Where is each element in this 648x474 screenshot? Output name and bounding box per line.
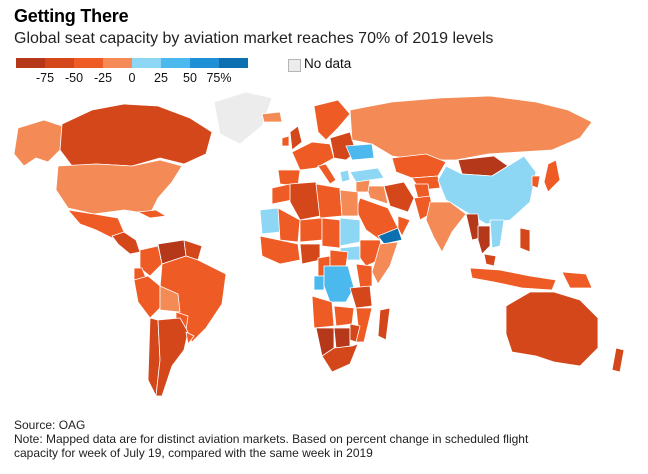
- region-nigeria: [299, 243, 321, 265]
- region-cuba: [137, 209, 167, 219]
- region-sudan: [339, 217, 361, 247]
- region-new-zealand: [611, 347, 625, 373]
- region-alaska: [13, 119, 63, 167]
- region-colombia: [139, 245, 163, 277]
- region-australia: [505, 291, 599, 367]
- region-united-kingdom: [289, 125, 303, 151]
- legend-swatch-1: [45, 58, 74, 68]
- region-zambia: [333, 305, 355, 327]
- region-egypt: [339, 189, 359, 217]
- legend-swatch-3: [103, 58, 132, 68]
- footnote-line-2: capacity for week of July 19, compared w…: [14, 446, 373, 460]
- legend-swatch-4: [132, 58, 161, 68]
- region-mali: [277, 207, 301, 243]
- legend-swatch-7: [219, 58, 248, 68]
- legend-swatch-0: [16, 58, 45, 68]
- region-greece: [339, 169, 351, 183]
- region-iraq: [365, 185, 389, 205]
- region-central-african-republic: [329, 249, 349, 267]
- legend-tick-2: -25: [93, 71, 113, 85]
- legend-tick-5: 50: [183, 71, 197, 85]
- region-uruguay: [185, 331, 195, 345]
- legend-tick-0: -75: [35, 71, 55, 85]
- region-algeria: [289, 181, 321, 221]
- region-tanzania: [349, 285, 373, 309]
- region-scandinavia: [313, 99, 351, 141]
- region-russia: [349, 95, 593, 161]
- region-philippines: [519, 227, 531, 253]
- region-south-africa: [321, 343, 359, 373]
- legend-tick-3: 0: [128, 71, 136, 85]
- region-chad: [321, 217, 341, 249]
- region-indonesia: [469, 267, 557, 291]
- region-dr-congo: [323, 265, 355, 303]
- region-oman: [397, 215, 411, 237]
- region-west-africa: [259, 235, 301, 265]
- legend-swatch-5: [161, 58, 190, 68]
- region-syria: [355, 179, 371, 193]
- region-turkey: [349, 167, 385, 183]
- no-data-label: No data: [304, 56, 352, 71]
- region-papua-new-guinea: [561, 271, 593, 289]
- region-gabon: [313, 275, 325, 291]
- region-italy: [317, 163, 337, 185]
- region-argentina: [155, 317, 189, 397]
- region-libya: [315, 183, 343, 219]
- world-map: [13, 91, 625, 397]
- region-united-states: [55, 159, 183, 215]
- region-korea: [531, 175, 541, 189]
- region-ukraine: [345, 143, 375, 161]
- region-bolivia: [159, 285, 181, 313]
- region-iran: [383, 181, 415, 213]
- region-vietnam: [489, 219, 505, 249]
- chart-subtitle: Global seat capacity by aviation market …: [14, 30, 494, 47]
- region-ireland: [281, 135, 290, 147]
- footnote-line-1: Note: Mapped data are for distinct aviat…: [14, 432, 529, 446]
- region-western-europe: [291, 141, 335, 171]
- region-canada: [59, 103, 213, 167]
- region-china: [437, 155, 537, 225]
- region-kenya: [355, 263, 373, 289]
- region-zimbabwe: [349, 323, 361, 343]
- region-india: [425, 201, 467, 253]
- region-thailand: [477, 225, 491, 255]
- region-niger: [299, 217, 323, 243]
- no-data-swatch: [288, 59, 301, 72]
- legend-swatch-2: [74, 58, 103, 68]
- region-mauritania: [259, 207, 281, 235]
- region-central-america: [111, 231, 141, 255]
- region-angola: [311, 295, 335, 329]
- region-greenland: [213, 91, 273, 145]
- region-malaysia: [483, 253, 497, 267]
- region-mexico: [67, 209, 125, 239]
- region-japan: [543, 159, 561, 193]
- region-peru: [133, 275, 161, 319]
- region-iceland: [261, 111, 283, 123]
- legend-tick-4: 25: [154, 71, 168, 85]
- region-somalia: [371, 241, 399, 285]
- legend-tick-6: 75%: [206, 71, 232, 85]
- chart-title: Getting There: [14, 6, 129, 26]
- region-morocco: [271, 183, 293, 205]
- source-note: Source: OAG: [14, 418, 86, 432]
- legend-swatch-6: [190, 58, 219, 68]
- legend-tick-1: -50: [64, 71, 84, 85]
- region-madagascar: [377, 307, 391, 341]
- region-yemen: [377, 227, 403, 245]
- region-botswana: [333, 327, 351, 349]
